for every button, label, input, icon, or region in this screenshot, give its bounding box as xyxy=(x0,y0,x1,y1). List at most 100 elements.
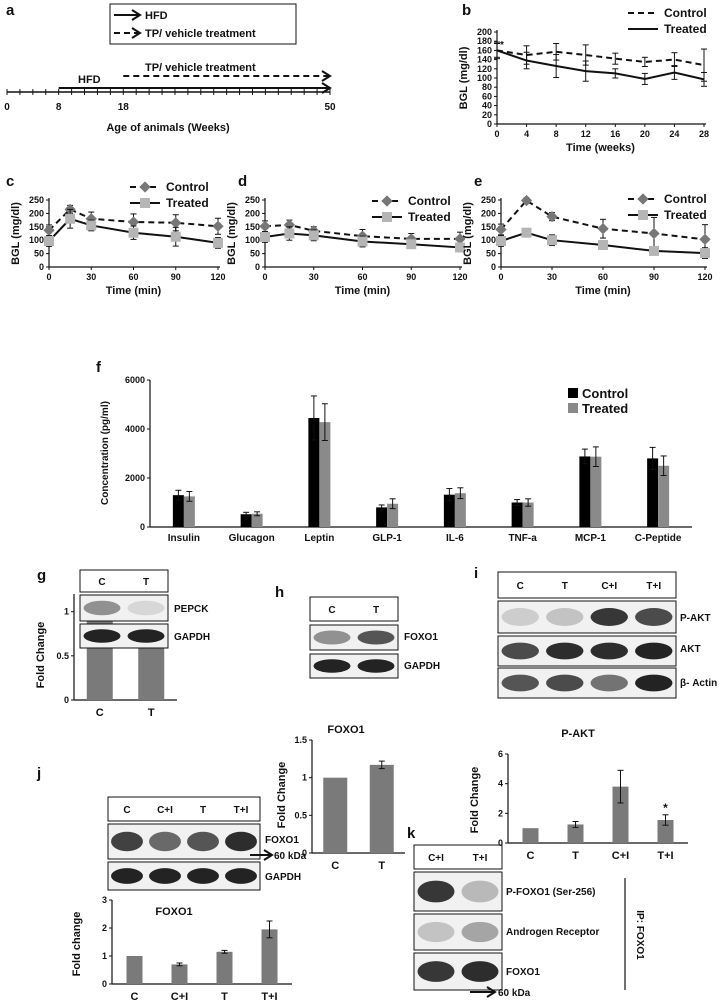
x-tick-label: T xyxy=(378,860,385,872)
blot-j-lane-label: T xyxy=(200,805,206,816)
chart-e: 0 50 100 150 200 250 0 30 60 90 120 Time (min) BGL (… xyxy=(462,192,713,297)
blot-label: P-AKT xyxy=(680,613,711,624)
data-point-treated xyxy=(649,245,659,256)
data-point-treated xyxy=(170,231,181,242)
blot-g-lane-label: T xyxy=(143,577,149,588)
data-point-treated xyxy=(65,213,76,224)
blot-j-foxo1-band xyxy=(187,831,219,852)
blot-j-gapdh-band xyxy=(111,868,143,884)
blot-k-pfoxo1-band xyxy=(461,880,499,903)
panel-label-d: d xyxy=(238,173,247,190)
data-point-treated xyxy=(260,231,270,242)
chart-c: 0 50 100 150 200 250 0 30 60 90 120 Time (min) BGL (… xyxy=(10,180,226,297)
chart-f: 0 2000 4000 6000 Insulin Glucagon Leptin GLP-1 I… xyxy=(100,375,692,544)
blot-j-lane-label: C+I xyxy=(157,805,173,816)
legend-control-label: Control xyxy=(582,386,628,401)
bar xyxy=(567,824,584,843)
bar-control xyxy=(511,502,523,527)
y-axis-label: Fold Change xyxy=(276,762,288,829)
x-tick-label: 30 xyxy=(86,272,96,282)
x-tick-label: 0 xyxy=(498,272,503,282)
panel-label-h: h xyxy=(275,584,284,601)
blot-j-foxo1-band xyxy=(111,831,143,852)
panel-label-c: c xyxy=(6,173,14,190)
x-tick-label: 8 xyxy=(554,129,559,139)
bar-treated xyxy=(319,422,331,527)
bar-control xyxy=(376,507,388,527)
blot-j-foxo1-band xyxy=(149,831,181,852)
legend-tp-arrow-head xyxy=(131,27,142,39)
blot-k-lane-label: C+I xyxy=(428,853,444,864)
x-tick-label: 90 xyxy=(649,272,659,282)
bar xyxy=(171,964,188,984)
x-tick-label: C xyxy=(96,707,104,719)
blot-k-ar-band xyxy=(417,921,455,943)
y-tick-label: 150 xyxy=(481,222,496,232)
data-point-treated xyxy=(700,248,710,259)
legend-control-label: Control xyxy=(408,194,451,208)
blot-h-lane-label: C xyxy=(328,605,335,616)
blot-j-foxo1-band xyxy=(225,831,257,852)
data-point-control xyxy=(648,227,660,240)
blot-g-pepck-band xyxy=(83,600,121,616)
legend-control-label: Control xyxy=(166,180,209,194)
legend-control-label: Control xyxy=(664,6,707,20)
y-tick-label: 0 xyxy=(487,119,492,129)
x-tick-label: 16 xyxy=(610,129,620,139)
bar-control xyxy=(443,494,455,527)
y-tick-label: 250 xyxy=(245,195,260,205)
blot-label: FOXO1 xyxy=(404,632,438,643)
data-point-treated xyxy=(547,235,557,246)
chart-d: 0 50 100 150 200 250 0 30 60 90 120 Time (min) BGL (… xyxy=(226,194,468,297)
chart-j: 0 1 2 3 C C+I T T+I FOXO1 Fold change xyxy=(71,895,292,1003)
data-point-control xyxy=(127,216,140,228)
x-axis-label: Time (min) xyxy=(106,285,162,297)
panel-label-a: a xyxy=(6,2,15,19)
blot-label: GAPDH xyxy=(174,632,210,643)
timeline-tp-label: TP/ vehicle treatment xyxy=(145,62,256,74)
bar xyxy=(657,820,674,843)
blot-label: P-FOXO1 (Ser-256) xyxy=(506,887,595,898)
y-tick-label: 200 xyxy=(477,27,492,37)
legend-treated-label: Treated xyxy=(664,22,707,36)
y-tick-label: 0 xyxy=(255,262,260,272)
data-point-treated xyxy=(521,227,532,238)
x-tick-label: MCP-1 xyxy=(575,533,607,544)
y-axis-label: Fold change xyxy=(71,912,83,977)
bar-control xyxy=(308,417,320,527)
y-tick-label: 0 xyxy=(102,979,107,989)
y-tick-label: 0 xyxy=(491,262,496,272)
y-tick-label: 0.5 xyxy=(294,810,307,820)
blot-label: Androgen Receptor xyxy=(506,927,599,938)
data-point-treated xyxy=(496,236,506,247)
blot-k-foxo1-band xyxy=(461,961,499,982)
x-axis-label: Time (weeks) xyxy=(566,142,635,154)
y-tick-label: 1 xyxy=(64,607,69,617)
x-tick-label: 90 xyxy=(406,272,416,282)
blot-h-gapdh-band xyxy=(313,659,351,673)
blot-i-actin-band xyxy=(635,674,673,692)
x-tick-label: C-Peptide xyxy=(635,533,682,544)
y-tick-label: 0 xyxy=(498,838,503,848)
x-axis-label: Time (min) xyxy=(575,285,631,297)
bar xyxy=(216,951,233,984)
x-tick-label: 24 xyxy=(669,129,679,139)
y-tick-label: 40 xyxy=(482,101,492,111)
bar-treated xyxy=(658,465,670,527)
timeline-tick-label: 18 xyxy=(118,102,130,113)
marker-label: 60 kDa xyxy=(274,851,307,862)
legend-treated-label: Treated xyxy=(166,196,209,210)
y-tick-label: 2 xyxy=(102,923,107,933)
y-tick-label: 250 xyxy=(481,195,496,205)
series-line-treated xyxy=(496,49,705,81)
x-tick-label: T+I xyxy=(657,850,673,862)
y-axis-label: Fold Change xyxy=(35,622,47,689)
y-tick-label: 250 xyxy=(29,195,44,205)
x-tick-label: C xyxy=(527,850,535,862)
bar-control xyxy=(579,456,591,527)
timeline-hfd-label: HFD xyxy=(78,74,101,86)
panel-label-g: g xyxy=(37,567,46,584)
blot-i-akt-band xyxy=(635,642,673,660)
legend-treated-label: Treated xyxy=(664,208,707,222)
